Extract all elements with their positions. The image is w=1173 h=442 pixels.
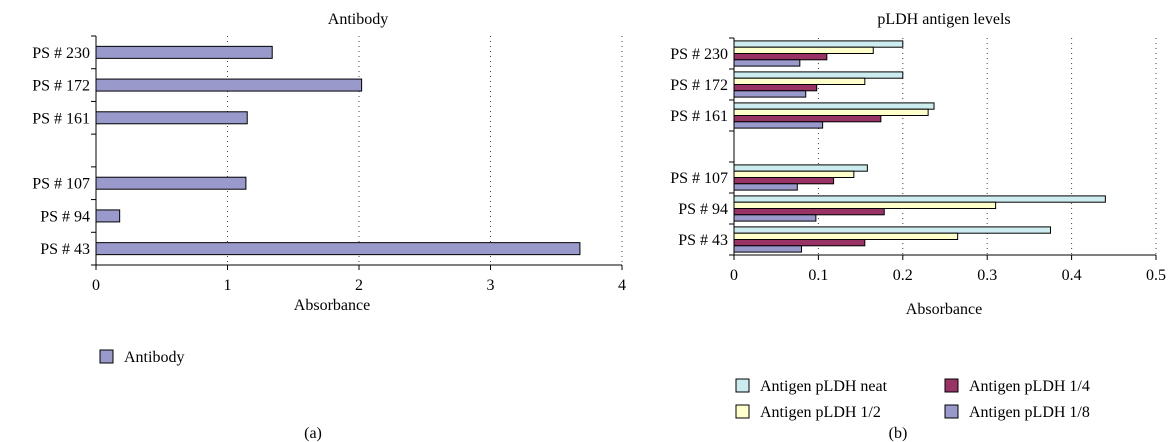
bar-antigen-pldh-neat-ps-43 (733, 226, 1051, 234)
x-tick-labels: 0 0.1 0.2 0.3 0.4 0.5 (730, 267, 1166, 284)
bar-antigen-pldh-1-2-ps-161 (733, 108, 929, 116)
legend-swatch (735, 404, 750, 419)
panel-label: (a) (304, 425, 322, 442)
bar-antibody-ps-230 (95, 45, 273, 59)
chart-title: Antibody (328, 11, 388, 28)
x-tick-label: 3 (487, 277, 495, 294)
panel-b-pldh-chart: pLDH antigen levels 0 0.1 0.2 0.3 0.4 0.5 PS … (670, 11, 1166, 442)
bar-antigen-pldh-neat-ps-230 (733, 40, 904, 48)
x-tick-label: 4 (618, 277, 626, 294)
x-tick-label: 2 (355, 277, 363, 294)
x-tick-label: 0.5 (1146, 267, 1166, 284)
bar-antigen-pldh-1-4-ps-172 (733, 84, 818, 92)
chart-title: pLDH antigen levels (877, 11, 1010, 28)
y-tick-label: PS # 94 (678, 201, 728, 218)
legend-label: Antigen pLDH neat (760, 378, 888, 395)
bar-antigen-pldh-1-2-ps-230 (733, 46, 874, 55)
bar-antibody-ps-94 (95, 209, 121, 223)
legend-label: Antibody (124, 349, 184, 366)
bar-antigen-pldh-1-4-ps-230 (733, 53, 828, 61)
bar-antibody-ps-107 (95, 176, 247, 190)
bar-antigen-pldh-1-8-ps-43 (733, 245, 803, 253)
legend-label: Antigen pLDH 1/4 (969, 378, 1090, 395)
x-tick-label: 0 (92, 277, 100, 294)
legend-swatch (99, 349, 114, 364)
x-tick-label: 1 (224, 277, 232, 294)
x-tick-label: 0.4 (1062, 267, 1082, 284)
x-tick-label: 0.1 (808, 267, 828, 284)
bar-antigen-pldh-neat-ps-161 (733, 102, 935, 110)
x-tick-label: 0.2 (893, 267, 913, 284)
bar-antigen-pldh-1-2-ps-172 (733, 77, 866, 85)
bar-antigen-pldh-1-4-ps-43 (733, 239, 866, 247)
bars (733, 40, 1106, 253)
bar-antigen-pldh-1-8-ps-172 (733, 90, 807, 98)
legend-label: Antigen pLDH 1/2 (760, 404, 881, 421)
legend: Antigen pLDH neat Antigen pLDH 1/2 Antigen… (735, 378, 1090, 421)
axes (729, 37, 1157, 260)
x-tick-label: 0 (730, 267, 738, 284)
y-tick-label: PS # 230 (670, 46, 728, 63)
bar-antigen-pldh-neat-ps-172 (733, 71, 904, 79)
bar-antibody-ps-161 (95, 111, 248, 125)
bar-antigen-pldh-1-8-ps-94 (733, 214, 817, 222)
axes (91, 35, 623, 270)
legend-label: Antigen pLDH 1/8 (969, 404, 1090, 421)
y-tick-label: PS # 43 (40, 241, 90, 258)
gridlines (227, 36, 623, 265)
y-category-labels: PS # 230 PS # 172 PS # 161 PS # 107 PS # 94 P… (670, 46, 728, 249)
y-tick-label: PS # 172 (670, 77, 728, 94)
x-tick-label: 0.3 (977, 267, 997, 284)
bar-antigen-pldh-1-2-ps-107 (733, 170, 855, 178)
legend-swatch (944, 378, 959, 393)
bar-antibody-ps-43 (95, 242, 581, 256)
bar-antigen-pldh-1-4-ps-107 (733, 177, 835, 185)
bar-antibody-ps-172 (95, 78, 363, 92)
y-tick-label: PS # 43 (678, 232, 728, 249)
bar-antigen-pldh-1-4-ps-161 (733, 115, 882, 123)
panel-label: (b) (889, 425, 908, 442)
x-tick-labels: 0 1 2 3 4 (92, 277, 626, 294)
y-tick-label: PS # 161 (32, 110, 90, 127)
x-axis-label: Absorbance (906, 301, 982, 318)
y-category-labels: PS # 230 PS # 172 PS # 161 PS # 107 PS # 94 P… (32, 45, 90, 258)
bar-antigen-pldh-1-2-ps-94 (733, 201, 997, 209)
y-tick-label: PS # 107 (670, 170, 728, 187)
bar-antigen-pldh-1-8-ps-161 (733, 121, 824, 129)
bar-antigen-pldh-1-4-ps-94 (733, 208, 885, 216)
y-tick-label: PS # 107 (32, 176, 90, 193)
y-tick-label: PS # 230 (32, 45, 90, 62)
y-tick-label: PS # 161 (670, 108, 728, 125)
gridlines (817, 38, 1157, 255)
bar-antigen-pldh-1-2-ps-43 (733, 232, 959, 240)
y-tick-label: PS # 94 (40, 208, 90, 225)
bar-antigen-pldh-1-8-ps-230 (733, 59, 801, 67)
legend: Antibody (99, 349, 184, 366)
y-tick-label: PS # 172 (32, 78, 90, 95)
x-axis-label: Absorbance (294, 297, 370, 314)
bar-antigen-pldh-neat-ps-107 (733, 164, 868, 172)
bars (95, 45, 581, 256)
bar-antigen-pldh-1-8-ps-107 (733, 183, 798, 191)
legend-swatch (735, 378, 750, 393)
bar-antigen-pldh-neat-ps-94 (733, 195, 1106, 203)
legend-swatch (944, 404, 959, 419)
